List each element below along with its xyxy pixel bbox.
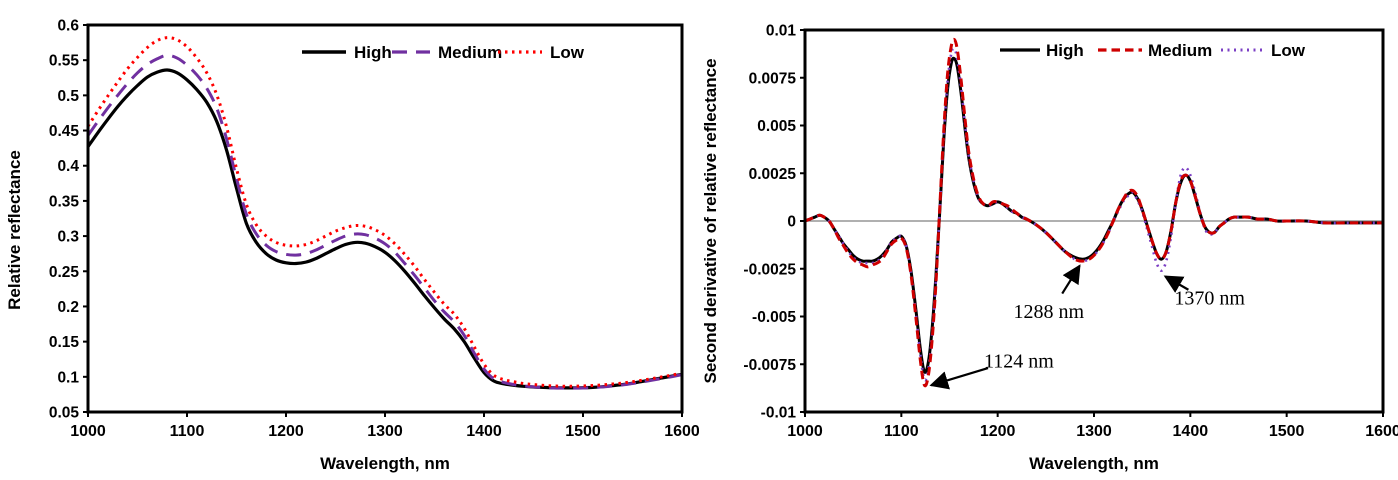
y-tick-label: 0.0075 xyxy=(749,70,797,87)
legend-label-medium: Medium xyxy=(1148,41,1212,60)
x-tick-label: 1300 xyxy=(1076,423,1112,440)
x-tick-label: 1000 xyxy=(70,423,106,440)
series-line-high xyxy=(804,56,1383,374)
series xyxy=(86,36,683,390)
y-tick-label: -0.01 xyxy=(761,405,797,422)
y-tick-label: 0.005 xyxy=(757,118,796,135)
annotation-3: 1370 nm xyxy=(1163,275,1245,309)
legend-label-high: High xyxy=(1046,41,1084,60)
x-tick-label: 1000 xyxy=(787,423,823,440)
relative-reflectance-plot: 1000 1100 1200 1300 1400 1500 1600 0.6 0.55 0.5 0.… xyxy=(5,18,699,474)
y-tick-label: 0.45 xyxy=(49,123,80,140)
legend-label-low: Low xyxy=(550,43,585,62)
series-line-low xyxy=(804,47,1383,382)
y-tick-label: 0.2 xyxy=(57,299,79,316)
y-tick-label: 0.3 xyxy=(57,229,79,246)
y-tick-label: 0.0025 xyxy=(749,166,797,183)
legend-label-medium: Medium xyxy=(438,43,502,62)
x-tick-label: 1400 xyxy=(1173,423,1209,440)
plot-area-right: 1000 1100 1200 1300 1400 1500 1600 0.01 0.0075 0.… xyxy=(743,23,1398,441)
legend-label-high: High xyxy=(354,43,392,62)
y-tick-label: 0.01 xyxy=(766,23,797,40)
x-tick-label: 1300 xyxy=(367,423,403,440)
annotation-arrow xyxy=(1163,275,1189,293)
annotation-text: 1288 nm xyxy=(1013,301,1084,323)
annotation-1: 1124 nm xyxy=(929,350,1054,390)
y-tick-label: -0.005 xyxy=(752,309,796,326)
y-tick-label: 0.55 xyxy=(49,53,80,70)
legend: High Medium Low xyxy=(1000,41,1306,60)
plot-area-left: 1000 1100 1200 1300 1400 1500 1600 0.6 0.55 0.5 0.… xyxy=(49,18,699,441)
x-tick-label: 1200 xyxy=(268,423,304,440)
y-axis-title-right: Second derivative of relative reflectanc… xyxy=(701,58,720,383)
y-tick-label: -0.0025 xyxy=(743,261,796,278)
legend: High Medium Low xyxy=(302,43,585,62)
series xyxy=(804,37,1383,388)
plot-border xyxy=(803,28,1385,414)
y-tick-label: 0.1 xyxy=(57,369,79,386)
legend-label-low: Low xyxy=(1271,41,1306,60)
x-tick-label: 1400 xyxy=(466,423,502,440)
series-line-high xyxy=(86,68,683,390)
annotation-arrow xyxy=(1061,264,1081,295)
axes: 1000 1100 1200 1300 1400 1500 1600 0.6 0.55 0.5 0.… xyxy=(49,18,699,441)
series-line-medium xyxy=(86,53,683,390)
y-tick-label: 0.35 xyxy=(49,193,80,210)
x-axis-title-right: Wavelength, nm xyxy=(1029,454,1159,473)
y-tick-label: 0.05 xyxy=(49,405,80,422)
series-line-medium xyxy=(804,37,1383,388)
annotation-arrow xyxy=(929,367,989,390)
second-derivative-plot: 1000 1100 1200 1300 1400 1500 1600 0.01 0.0075 0.… xyxy=(701,23,1398,474)
plot-border xyxy=(86,23,684,414)
x-tick-label: 1100 xyxy=(884,423,919,440)
y-tick-label: 0.15 xyxy=(49,334,80,351)
axes: 1000 1100 1200 1300 1400 1500 1600 0.01 0.0075 0.… xyxy=(743,23,1398,441)
x-tick-label: 1500 xyxy=(1269,423,1305,440)
annotation-text: 1370 nm xyxy=(1174,287,1245,309)
y-tick-label: 0 xyxy=(787,214,796,231)
x-tick-label: 1200 xyxy=(980,423,1016,440)
x-tick-label: 1500 xyxy=(565,423,601,440)
x-tick-label: 1600 xyxy=(664,423,699,440)
y-tick-label: 0.25 xyxy=(49,264,80,281)
annotation-text: 1124 nm xyxy=(984,350,1054,372)
y-tick-label: -0.0075 xyxy=(743,357,796,374)
relative-reflectance-chart: 1000 1100 1200 1300 1400 1500 1600 0.6 0.55 0.5 0.… xyxy=(5,18,699,474)
annotation-2: 1288 nm xyxy=(1013,264,1084,323)
x-axis-title-left: Wavelength, nm xyxy=(320,454,450,473)
y-axis-title-left: Relative reflectance xyxy=(5,150,24,310)
y-tick-label: 0.5 xyxy=(57,88,79,105)
y-tick-label: 0.6 xyxy=(57,18,79,35)
series-line-low xyxy=(86,36,683,388)
second-derivative-chart: 1000 1100 1200 1300 1400 1500 1600 0.01 0.0075 0.… xyxy=(699,0,1398,480)
x-tick-label: 1600 xyxy=(1365,423,1398,440)
x-tick-label: 1100 xyxy=(170,423,205,440)
y-tick-label: 0.4 xyxy=(57,158,79,175)
